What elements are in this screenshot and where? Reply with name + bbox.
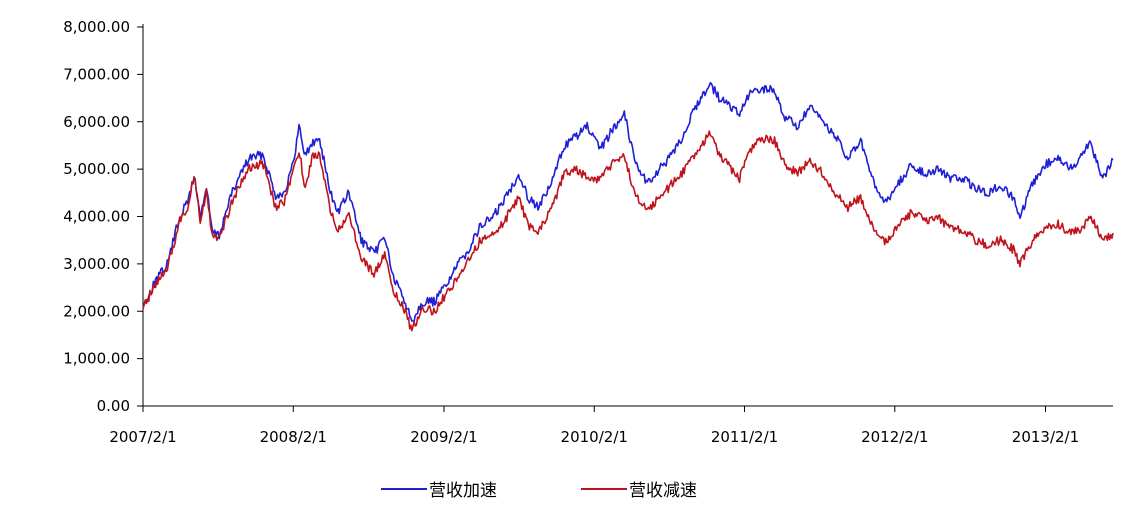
x-tick-label: 2010/2/1 [561,428,628,446]
y-tick-label: 0.00 [97,397,130,415]
series-line-1 [142,130,1114,332]
y-tick-label: 6,000.00 [63,113,130,131]
y-tick-label: 4,000.00 [63,208,130,226]
y-tick-label: 7,000.00 [63,65,130,83]
y-tick-label: 5,000.00 [63,160,130,178]
legend-label-1: 营收减速 [629,481,697,501]
legend-label-0: 营收加速 [429,481,497,501]
legend: 营收加速 营收减速 [381,481,697,501]
x-tick-label: 2009/2/1 [410,428,477,446]
y-tick-label: 3,000.00 [63,255,130,273]
x-tick-label: 2012/2/1 [861,428,928,446]
series-layer [142,82,1114,332]
axes: 0.00 1,000.00 2,000.00 3,000.00 4,000.00 5,00… [63,18,1113,446]
x-tick-label: 2008/2/1 [260,428,327,446]
x-tick-label: 2007/2/1 [109,428,176,446]
x-tick-label: 2013/2/1 [1012,428,1079,446]
y-tick-label: 1,000.00 [63,350,130,368]
x-tick-label: 2011/2/1 [711,428,778,446]
y-tick-label: 8,000.00 [63,18,130,36]
y-tick-label: 2,000.00 [63,302,130,320]
series-line-0 [142,82,1114,322]
